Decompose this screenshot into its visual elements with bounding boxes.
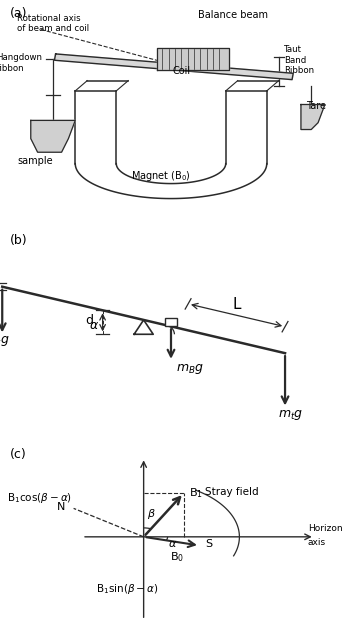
- Text: Balance beam: Balance beam: [198, 10, 268, 20]
- Text: $m_sg$: $m_sg$: [0, 334, 10, 348]
- Text: S: S: [205, 538, 212, 548]
- Text: $\alpha$: $\alpha$: [168, 539, 177, 548]
- Text: Stray field: Stray field: [205, 487, 259, 497]
- Text: sample: sample: [17, 156, 53, 166]
- Polygon shape: [301, 104, 325, 129]
- Text: (b): (b): [10, 234, 28, 247]
- Text: axis: axis: [308, 538, 326, 547]
- Text: L: L: [232, 297, 241, 312]
- Text: d: d: [86, 314, 93, 328]
- Text: Coil: Coil: [172, 66, 190, 76]
- Text: Taut
Band
Ribbon: Taut Band Ribbon: [284, 45, 314, 76]
- Text: Horizontal: Horizontal: [308, 524, 342, 533]
- Text: N: N: [56, 502, 65, 513]
- Text: $\beta$: $\beta$: [147, 507, 156, 521]
- Text: (c): (c): [10, 447, 27, 461]
- Text: B$_1$: B$_1$: [189, 486, 203, 500]
- Polygon shape: [31, 120, 75, 152]
- Text: Rotational axis
of beam and coil: Rotational axis of beam and coil: [17, 13, 89, 33]
- Text: Magnet (B$_0$): Magnet (B$_0$): [131, 170, 190, 184]
- Text: Tare: Tare: [306, 101, 326, 111]
- Text: (a): (a): [10, 7, 28, 20]
- Polygon shape: [54, 54, 293, 79]
- Text: $m_Bg$: $m_Bg$: [176, 362, 204, 376]
- Bar: [165, 318, 177, 326]
- Text: Hangdown
ribbon: Hangdown ribbon: [0, 53, 43, 73]
- Text: $\alpha$: $\alpha$: [89, 319, 99, 332]
- Text: B$_0$: B$_0$: [170, 550, 184, 564]
- Text: $m_tg$: $m_tg$: [278, 408, 304, 422]
- Text: B$_1$cos($\beta-\alpha$): B$_1$cos($\beta-\alpha$): [7, 491, 72, 505]
- Text: B$_1$sin($\beta-\alpha$): B$_1$sin($\beta-\alpha$): [96, 582, 158, 596]
- Polygon shape: [157, 48, 229, 70]
